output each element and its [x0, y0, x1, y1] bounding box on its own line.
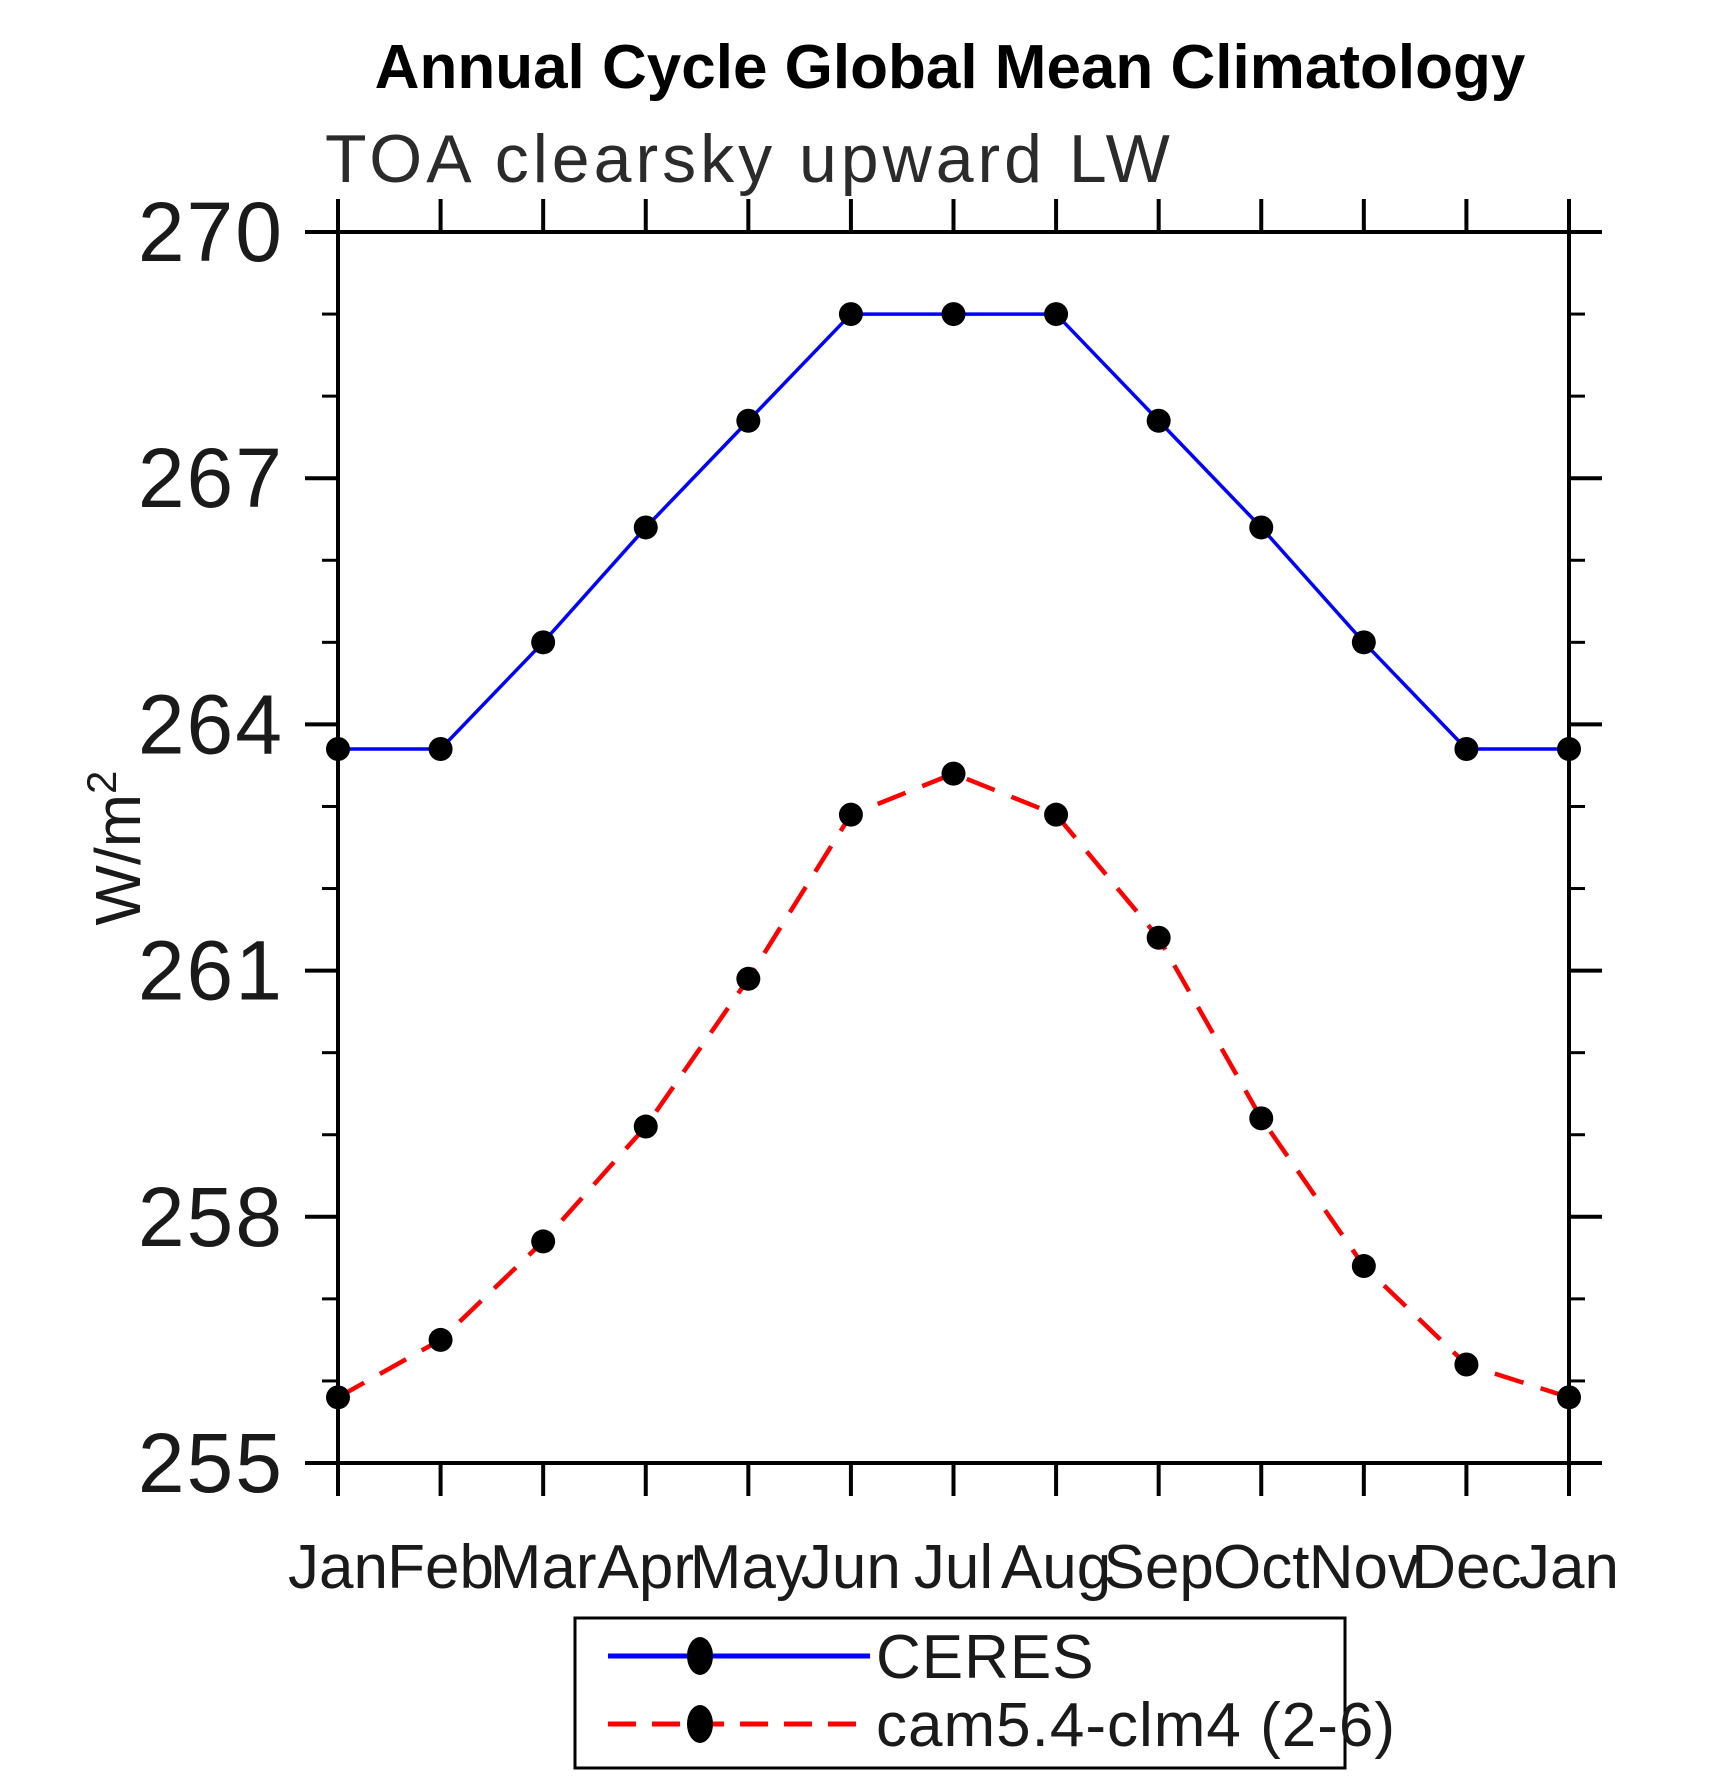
data-point-marker	[1351, 630, 1376, 655]
y-tick-label: 270	[138, 185, 284, 279]
x-tick-label: Jun	[801, 1533, 901, 1602]
plot-frame	[336, 230, 1571, 1465]
y-tick-label: 261	[138, 924, 284, 1018]
x-tick-label: May	[690, 1533, 807, 1602]
data-point-marker	[1557, 1385, 1581, 1410]
x-tick-label: Mar	[490, 1533, 597, 1602]
y-tick-label: 255	[138, 1416, 284, 1510]
data-point-marker	[531, 1229, 556, 1254]
y-axis-unit-label: W/m2	[78, 771, 154, 926]
y-tick-label: 258	[138, 1170, 284, 1264]
data-series	[326, 302, 1581, 1410]
x-tick-label: Jul	[914, 1533, 993, 1602]
chart-subtitle: TOA clearsky upward LW	[325, 121, 1174, 197]
legend-marker	[687, 1637, 713, 1675]
y-axis-unit-superscript: 2	[78, 771, 125, 794]
data-point-marker	[1044, 802, 1069, 827]
data-point-marker	[326, 1385, 350, 1410]
data-point-marker	[1044, 302, 1069, 327]
series-line-0	[338, 312, 1569, 751]
data-point-marker	[1557, 737, 1581, 762]
x-tick-label: Jan	[1519, 1533, 1619, 1602]
data-point-marker	[838, 802, 863, 827]
y-tick-label: 264	[138, 677, 284, 771]
x-tick-label: Oct	[1213, 1533, 1309, 1602]
axis-ticks	[305, 199, 1602, 1496]
data-point-marker	[633, 1114, 658, 1139]
x-tick-label: Dec	[1411, 1533, 1521, 1602]
legend-marker	[687, 1705, 713, 1743]
y-axis-unit-text: W/m	[82, 794, 154, 926]
data-point-marker	[1146, 925, 1171, 950]
data-point-marker	[1351, 1254, 1376, 1279]
series-line-1	[336, 771, 1570, 1400]
data-point-marker	[736, 966, 761, 991]
data-point-marker	[1249, 515, 1274, 540]
x-tick-label: Feb	[387, 1533, 494, 1602]
chart-title: Annual Cycle Global Mean Climatology	[375, 33, 1526, 102]
plot-border	[336, 230, 1571, 1465]
x-tick-label: Jan	[288, 1533, 388, 1602]
x-tick-label: Aug	[1001, 1533, 1111, 1602]
x-tick-label: Nov	[1309, 1533, 1419, 1602]
data-point-marker	[326, 737, 350, 762]
data-point-marker	[428, 737, 453, 762]
data-point-marker	[1454, 1352, 1479, 1377]
legend-label: CERES	[876, 1623, 1095, 1692]
data-point-marker	[941, 302, 966, 327]
x-tick-label: Sep	[1104, 1533, 1214, 1602]
data-point-marker	[531, 630, 556, 655]
data-point-marker	[1146, 408, 1171, 433]
legend-label: cam5.4-clm4 (2-6)	[876, 1691, 1396, 1760]
y-tick-label: 267	[138, 431, 284, 525]
data-point-marker	[428, 1327, 453, 1352]
data-point-marker	[1249, 1106, 1274, 1131]
data-point-marker	[736, 408, 761, 433]
data-point-marker	[1454, 737, 1479, 762]
x-tick-label: Apr	[598, 1533, 694, 1602]
data-point-marker	[838, 302, 863, 327]
data-point-marker	[941, 761, 966, 786]
data-point-marker	[633, 515, 658, 540]
